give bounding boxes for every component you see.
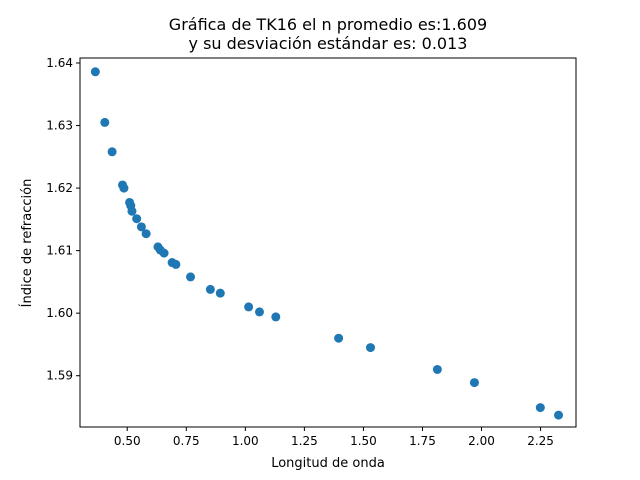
data-point-27 [535,403,545,413]
data-point-18 [205,284,215,294]
x-axis-label: Longitud de onda [271,456,385,471]
y-tick-label-5: 1.63 [46,119,73,133]
x-tick-label-5: 1.50 [350,434,377,448]
data-point-19 [215,288,225,298]
data-point-9 [132,214,142,224]
x-tick-label-6: 1.75 [409,434,436,448]
data-point-21 [255,307,264,317]
y-axis-label: Índice de refracción [19,179,35,308]
y-tick-label-4: 1.62 [46,181,73,195]
x-tick-label-3: 1.00 [232,434,259,448]
x-tick-label-8: 2.25 [527,434,554,448]
x-tick-label-7: 2.00 [468,434,495,448]
data-point-16 [171,259,181,269]
data-point-22 [271,312,281,322]
y-tick-label-6: 1.64 [46,56,73,70]
plot-frame [79,57,577,428]
data-point-3 [107,147,117,157]
y-tick-label-3: 1.61 [46,244,73,258]
data-point-8 [127,206,137,216]
data-point-20 [244,302,254,312]
x-tick-label-1: 0.50 [114,434,141,448]
chart-title-line-1: Gráfica de TK16 el n promedio es:1.609 [169,15,487,34]
data-point-5 [119,183,129,193]
data-point-28 [554,410,564,420]
data-point-14 [159,248,169,258]
data-point-1 [90,67,100,77]
data-point-25 [432,364,442,374]
y-axis-ticks: 1.59 1.60 1.61 1.62 1.63 1.64 [46,56,80,383]
data-point-24 [366,343,376,353]
data-points [90,67,564,420]
data-point-23 [334,333,344,343]
x-tick-label-2: 0.75 [173,434,200,448]
chart-title-line-2: y su desviación estándar es: 0.013 [189,34,468,53]
data-point-26 [469,378,479,388]
data-point-17 [186,272,196,282]
data-point-11 [141,229,151,239]
y-tick-label-1: 1.59 [46,369,73,383]
x-axis-ticks: 0.50 0.75 1.00 1.25 1.50 1.75 2.00 2.25 [114,427,554,448]
data-point-10 [136,222,146,232]
data-point-2 [100,117,110,127]
x-tick-label-4: 1.25 [291,434,318,448]
y-tick-label-2: 1.60 [46,306,73,320]
